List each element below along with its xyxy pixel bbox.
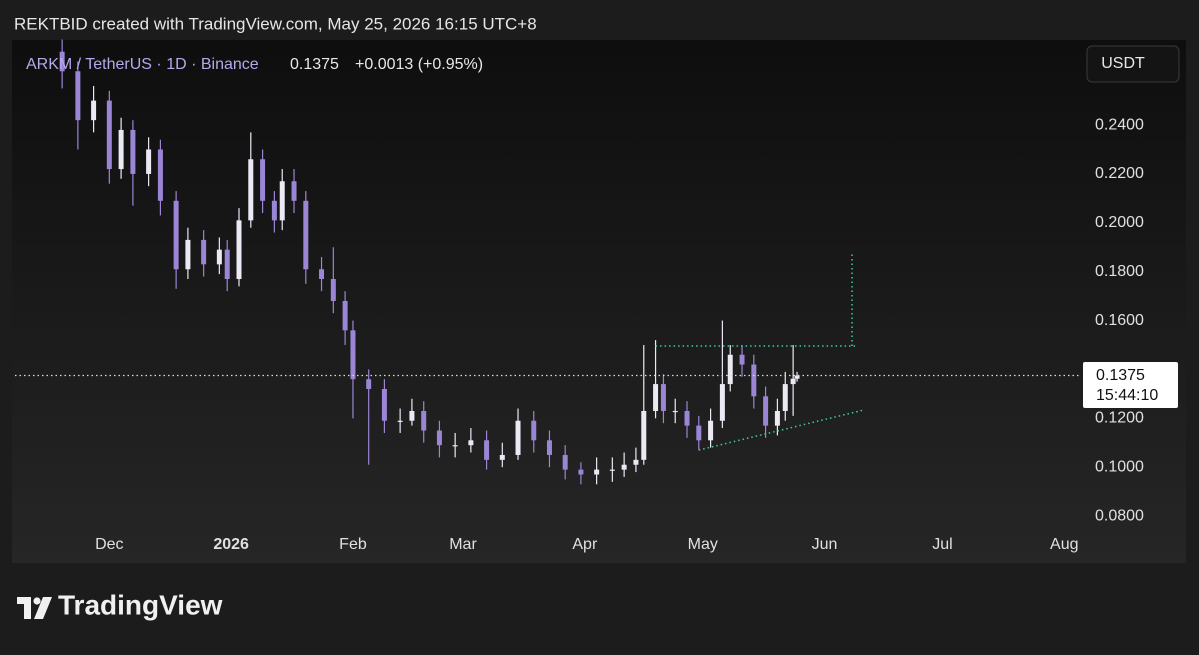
- candle-body: [641, 410, 647, 460]
- candle-body: [118, 129, 124, 170]
- candle-body: [672, 410, 678, 413]
- x-tick-label: Jul: [932, 536, 952, 553]
- currency-label[interactable]: USDT: [1101, 55, 1145, 72]
- y-tick-label: 0.1200: [1095, 410, 1144, 427]
- legend-change: +0.0013 (+0.95%): [355, 56, 483, 73]
- candle-body: [366, 379, 372, 389]
- candle-body: [260, 159, 266, 201]
- candle-body: [452, 445, 458, 447]
- candle-body: [59, 51, 65, 72]
- candle-body: [633, 459, 639, 465]
- x-tick-label: Jun: [812, 536, 838, 553]
- x-tick-label: Aug: [1050, 536, 1078, 553]
- candle-body: [185, 239, 191, 270]
- price-box: [1083, 362, 1178, 408]
- x-tick-label: Dec: [95, 536, 123, 553]
- currency-button[interactable]: [1086, 45, 1180, 83]
- candle-body: [91, 100, 97, 121]
- candle-body: [499, 454, 505, 460]
- candle-body: [790, 378, 796, 385]
- candle-body: [653, 384, 659, 411]
- candle-body: [201, 239, 207, 265]
- candle-body: [594, 469, 600, 475]
- x-tick-label: Apr: [572, 536, 598, 553]
- plot-area: [12, 40, 1186, 563]
- plot: 0.0800 0.1000 0.1200 0.1600 0.1800 0.2000 0.22…: [15, 39, 1144, 553]
- y-tick-label: 0.1000: [1095, 458, 1144, 475]
- logo-text: TradingView: [58, 589, 223, 620]
- x-tick-label: Mar: [449, 536, 477, 553]
- candle-body: [173, 200, 179, 270]
- candle-body: [782, 384, 788, 411]
- candle-body: [727, 354, 733, 385]
- logo-shape: [17, 597, 31, 619]
- candle-body: [279, 181, 285, 221]
- candle-body: [409, 410, 415, 421]
- candle-body: [291, 181, 297, 201]
- candle-body: [271, 200, 277, 221]
- logo-shape: [33, 597, 41, 605]
- trendline: [698, 409, 865, 451]
- candle-body: [546, 440, 552, 455]
- y-tick-label: 0.2000: [1095, 214, 1144, 231]
- candle-body: [130, 129, 136, 174]
- y-tick-label: 0.0800: [1095, 507, 1144, 524]
- candle-body: [303, 200, 309, 270]
- candle-body: [719, 384, 725, 421]
- candle-body: [774, 410, 780, 426]
- candle-body: [562, 454, 568, 470]
- x-tick-label: 2026: [213, 536, 249, 553]
- y-tick-label: 0.1800: [1095, 263, 1144, 280]
- candle-body: [106, 100, 112, 170]
- candle-body: [224, 249, 230, 280]
- logo-shape: [34, 597, 52, 619]
- candle-body: [397, 420, 403, 422]
- logo-icon: [17, 597, 52, 619]
- candle-body: [609, 469, 615, 471]
- candle-body: [684, 410, 690, 426]
- candle-body: [248, 159, 254, 221]
- candle-body: [421, 410, 427, 431]
- price-box-value: 0.1375: [1096, 367, 1145, 384]
- y-tick-label: 0.2400: [1095, 116, 1144, 133]
- candle-body: [751, 364, 757, 397]
- candle-body: [578, 469, 584, 475]
- candle-body: [342, 301, 348, 331]
- candle-body: [468, 440, 474, 446]
- candle-body: [515, 420, 521, 455]
- candle-body: [708, 420, 714, 441]
- candle-body: [381, 388, 387, 421]
- y-tick-label: 0.1600: [1095, 312, 1144, 329]
- candle-body: [739, 354, 745, 365]
- x-tick-label: Feb: [339, 536, 367, 553]
- candle-body: [157, 149, 163, 201]
- attribution: REKTBID created with TradingView.com, Ma…: [14, 14, 537, 33]
- candle-body: [146, 149, 152, 174]
- candle-body: [794, 375, 800, 379]
- candle-body: [436, 430, 442, 446]
- candle-body: [330, 279, 336, 301]
- countdown: 15:44:10: [1096, 387, 1158, 404]
- candle-body: [660, 384, 666, 411]
- candle-body: [236, 220, 242, 280]
- candle-body: [216, 249, 222, 265]
- candle-body: [75, 71, 81, 121]
- symbol: ARKM / TetherUS · 1D · Binance: [26, 56, 259, 73]
- candle-body: [531, 420, 537, 441]
- x-tick-label: May: [688, 536, 718, 553]
- candle-body: [350, 330, 356, 380]
- candle-body: [484, 440, 490, 460]
- candle-body: [621, 464, 627, 470]
- candle-body: [696, 425, 702, 441]
- candle-body: [763, 396, 769, 426]
- y-tick-label: 0.2200: [1095, 165, 1144, 182]
- legend-price: 0.1375: [290, 56, 339, 73]
- candle-body: [319, 269, 325, 280]
